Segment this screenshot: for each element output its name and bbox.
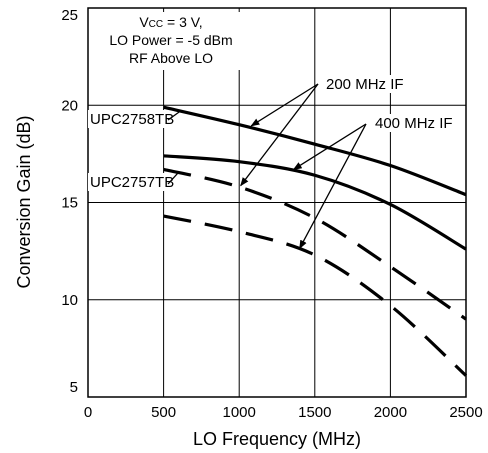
series-line-upc2758tb-400mhz — [163, 154, 467, 251]
series-line-upc2757tb-200mhz — [163, 167, 467, 321]
conditions-note: VCC = 3 V, LO Power = -5 dBm RF Above LO — [98, 12, 244, 70]
callout-arrow — [292, 123, 367, 171]
y-axis-title: Conversion Gain (dB) — [14, 115, 34, 288]
lo-power-note: LO Power = -5 dBm — [109, 32, 232, 48]
series-lines — [163, 105, 468, 377]
vcc-note: VCC = 3 V, — [139, 14, 202, 30]
device-pointer — [167, 110, 181, 121]
label-400mhz-if: 400 MHz IF — [375, 115, 453, 132]
x-tick-label: 2500 — [449, 404, 482, 421]
x-tick-label: 500 — [151, 404, 176, 421]
series-line-upc2758tb-200mhz — [163, 105, 467, 197]
y-tick-label: 10 — [61, 292, 78, 309]
device-pointer — [167, 172, 179, 185]
x-tick-label: 2000 — [374, 404, 407, 421]
x-tick-label: 1500 — [298, 404, 331, 421]
label-upc2757tb: UPC2757TB — [90, 174, 174, 191]
series-line-upc2757tb-400mhz — [163, 214, 468, 377]
x-tick-label: 0 — [84, 404, 92, 421]
callout-arrow — [240, 83, 319, 187]
x-tick-label: 1000 — [223, 404, 256, 421]
y-tick-label: 20 — [61, 97, 78, 114]
y-tick-label: 15 — [61, 195, 78, 212]
y-tick-label: 25 — [61, 7, 78, 24]
callout-arrow — [299, 123, 367, 250]
callout-arrow — [250, 83, 319, 127]
grid-lines — [88, 8, 466, 397]
rf-note: RF Above LO — [129, 50, 213, 66]
label-upc2758tb: UPC2758TB — [90, 111, 174, 128]
callout-arrows — [167, 83, 367, 250]
tick-labels: 0 500 1000 1500 2000 2500 5 10 15 20 25 — [61, 7, 482, 421]
label-200mhz-if: 200 MHz IF — [326, 76, 404, 93]
y-tick-label: 5 — [70, 379, 78, 396]
x-axis-title: LO Frequency (MHz) — [193, 429, 361, 449]
